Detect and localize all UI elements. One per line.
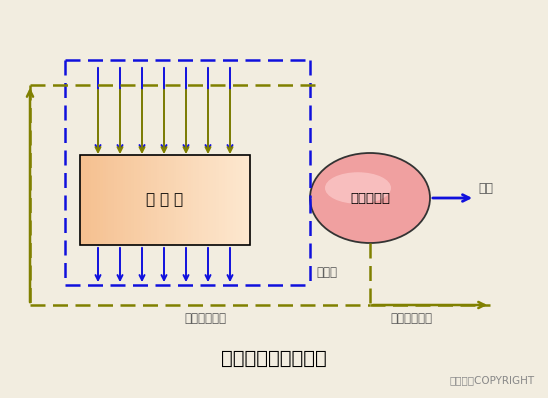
- Text: 出水: 出水: [478, 181, 493, 195]
- Text: 剩余活性污泥: 剩余活性污泥: [390, 312, 432, 324]
- Bar: [247, 155, 250, 245]
- Bar: [94, 155, 98, 245]
- Bar: [85, 155, 89, 245]
- Bar: [97, 155, 100, 245]
- Bar: [233, 155, 236, 245]
- Bar: [151, 155, 154, 245]
- Bar: [227, 155, 231, 245]
- Text: 曝 气 池: 曝 气 池: [146, 193, 184, 207]
- Bar: [131, 155, 134, 245]
- Bar: [225, 155, 228, 245]
- Bar: [199, 155, 202, 245]
- Ellipse shape: [325, 172, 391, 204]
- Bar: [140, 155, 143, 245]
- Bar: [174, 155, 177, 245]
- Bar: [176, 155, 180, 245]
- Bar: [185, 155, 188, 245]
- Bar: [125, 155, 129, 245]
- Text: 东方仿真COPYRIGHT: 东方仿真COPYRIGHT: [450, 375, 535, 385]
- Bar: [128, 155, 132, 245]
- Bar: [216, 155, 219, 245]
- Bar: [213, 155, 216, 245]
- Ellipse shape: [310, 153, 430, 243]
- Bar: [145, 155, 149, 245]
- Text: 二次沉淀池: 二次沉淀池: [350, 191, 390, 205]
- Bar: [230, 155, 233, 245]
- Bar: [80, 155, 83, 245]
- Bar: [134, 155, 137, 245]
- Bar: [236, 155, 239, 245]
- Bar: [202, 155, 205, 245]
- Bar: [204, 155, 208, 245]
- Bar: [117, 155, 120, 245]
- Bar: [123, 155, 126, 245]
- Bar: [157, 155, 160, 245]
- Bar: [170, 155, 174, 245]
- Bar: [196, 155, 199, 245]
- Bar: [222, 155, 225, 245]
- Text: 混合液: 混合液: [316, 267, 337, 279]
- Bar: [106, 155, 109, 245]
- Bar: [153, 155, 157, 245]
- Bar: [114, 155, 117, 245]
- Bar: [210, 155, 214, 245]
- Bar: [191, 155, 194, 245]
- Bar: [88, 155, 92, 245]
- Text: 完全混合法基本流程: 完全混合法基本流程: [221, 349, 327, 367]
- Bar: [187, 155, 191, 245]
- Bar: [182, 155, 185, 245]
- Bar: [102, 155, 106, 245]
- Bar: [142, 155, 146, 245]
- Bar: [242, 155, 245, 245]
- Text: 回流活性污泥: 回流活性污泥: [184, 312, 226, 324]
- Bar: [239, 155, 242, 245]
- Bar: [100, 155, 103, 245]
- Bar: [244, 155, 248, 245]
- Bar: [136, 155, 140, 245]
- Bar: [168, 155, 171, 245]
- Bar: [119, 155, 123, 245]
- Bar: [159, 155, 163, 245]
- Bar: [80, 155, 250, 245]
- Bar: [193, 155, 197, 245]
- Bar: [208, 155, 211, 245]
- Bar: [92, 155, 95, 245]
- Bar: [219, 155, 222, 245]
- Bar: [162, 155, 165, 245]
- Bar: [111, 155, 115, 245]
- Bar: [83, 155, 86, 245]
- Bar: [148, 155, 151, 245]
- Bar: [109, 155, 112, 245]
- Bar: [165, 155, 168, 245]
- Bar: [179, 155, 182, 245]
